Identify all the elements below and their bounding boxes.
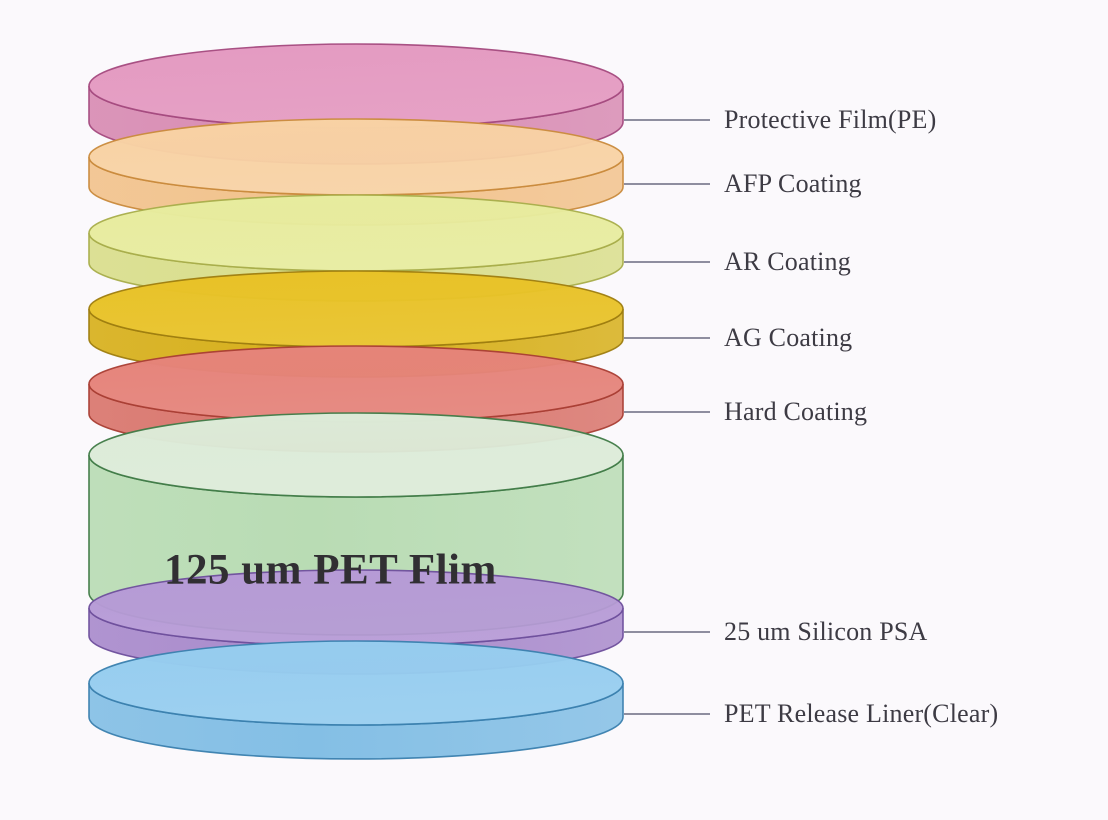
layer-top-face-hard-coating xyxy=(88,345,624,423)
layer-label-ar-coating: AR Coating xyxy=(724,247,851,276)
layer-pet-release-liner[interactable] xyxy=(88,640,624,760)
layer-top-face-ar-coating xyxy=(88,194,624,272)
layer-top-face-pet-film xyxy=(88,412,624,498)
cylinder-layers xyxy=(88,43,624,760)
layer-top-face-ag-coating xyxy=(88,270,624,348)
layer-label-protective-film: Protective Film(PE) xyxy=(724,105,937,134)
layer-top-face-pet-release-liner xyxy=(88,640,624,726)
layer-label-afp-coating: AFP Coating xyxy=(724,169,862,198)
layer-caption-pet-film: 125 um PET Flim xyxy=(164,546,497,594)
layer-label-hard-coating: Hard Coating xyxy=(724,397,868,426)
layer-top-face-protective-film xyxy=(88,43,624,129)
layer-label-silicon-psa: 25 um Silicon PSA xyxy=(724,617,928,646)
layer-label-ag-coating: AG Coating xyxy=(724,323,853,352)
layer-top-face-afp-coating xyxy=(88,118,624,196)
layer-label-pet-release-liner: PET Release Liner(Clear) xyxy=(724,699,999,728)
leader-lines xyxy=(624,119,710,715)
